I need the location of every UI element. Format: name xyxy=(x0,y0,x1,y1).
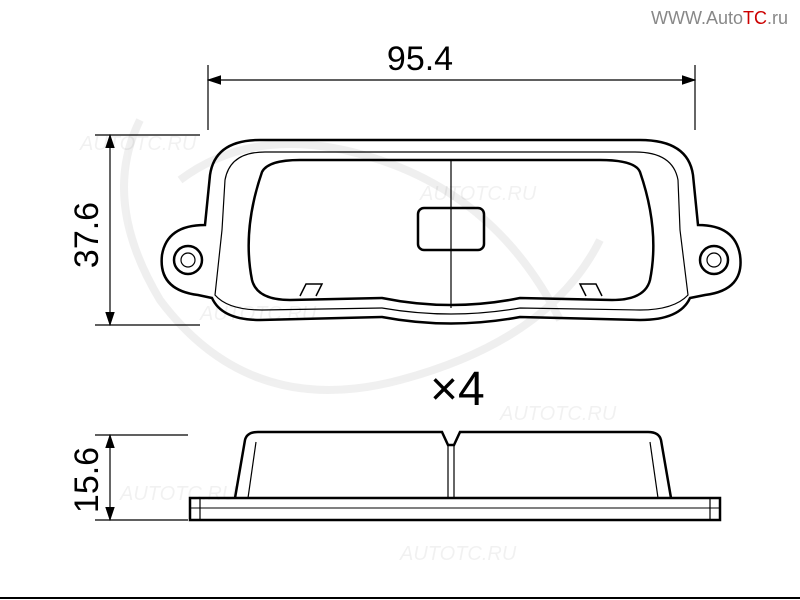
technical-drawing: AUTOTC.RU AUTOTC.RU AUTOTC.RU AUTOTC.RU … xyxy=(0,0,800,600)
watermark-suffix: .ru xyxy=(767,8,788,28)
side-view: 15.6 xyxy=(68,432,720,520)
svg-text:AUTOTC.RU: AUTOTC.RU xyxy=(119,483,237,505)
watermark-url: WWW.AutoTC.ru xyxy=(651,8,788,29)
svg-text:AUTOTC.RU: AUTOTC.RU xyxy=(79,133,197,155)
watermark-red: TC xyxy=(743,8,767,28)
watermark-main: Auto xyxy=(706,8,743,28)
svg-text:AUTOTC.RU: AUTOTC.RU xyxy=(399,543,517,565)
background-watermarks: AUTOTC.RU AUTOTC.RU AUTOTC.RU AUTOTC.RU … xyxy=(79,133,617,565)
width-dim-text: 95.4 xyxy=(387,40,453,78)
diagram-container: WWW.AutoTC.ru AUTOTC.RU AUTOTC.RU AUTOTC… xyxy=(0,0,800,600)
svg-text:AUTOTC.RU: AUTOTC.RU xyxy=(499,403,617,425)
height-dim-text: 37.6 xyxy=(68,202,106,268)
quantity-text: ×4 xyxy=(430,363,485,416)
top-view: 95.4 37.6 xyxy=(68,40,741,325)
watermark-prefix: WWW. xyxy=(651,8,706,28)
thickness-dim-text: 15.6 xyxy=(68,447,106,513)
